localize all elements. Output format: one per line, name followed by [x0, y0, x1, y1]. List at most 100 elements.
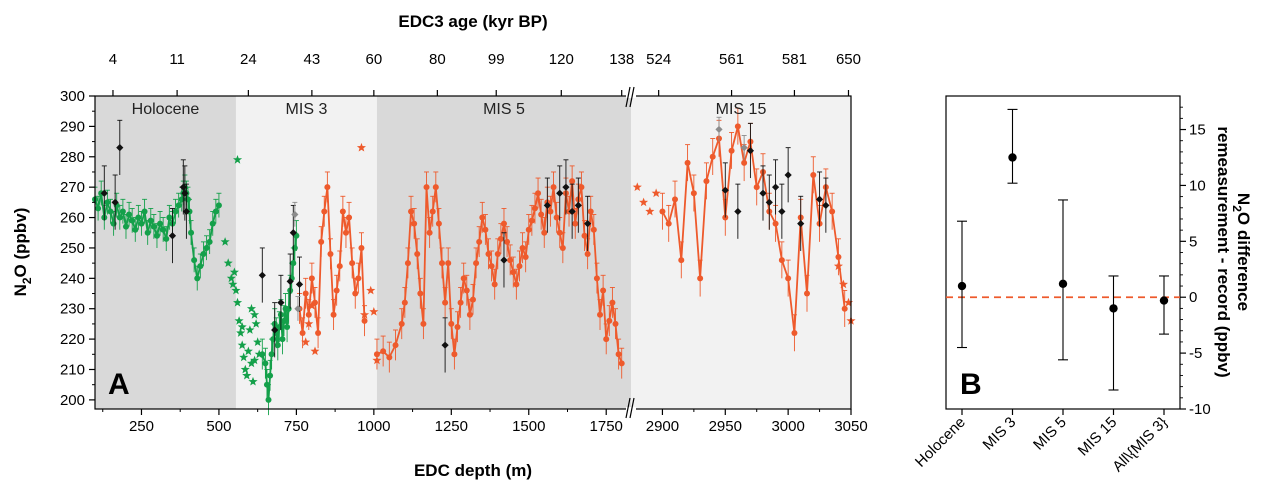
x-tick-label: 2950: [709, 418, 742, 435]
data-point-star: [228, 279, 238, 289]
data-point: [709, 153, 716, 160]
x-tick-label: 500: [206, 418, 231, 435]
data-point: [386, 354, 393, 361]
b-y-axis-title-line2: remeasurement - record (ppbv): [1214, 126, 1233, 377]
data-point: [587, 208, 594, 215]
data-point: [504, 238, 511, 245]
b-y-tick-label: -5: [1189, 345, 1202, 362]
age-tick-label: 24: [240, 51, 257, 68]
data-point: [333, 287, 340, 294]
data-point: [482, 226, 489, 233]
data-point: [150, 223, 157, 230]
data-point: [578, 184, 585, 191]
data-point: [324, 184, 331, 191]
data-point: [321, 208, 328, 215]
data-point: [401, 299, 408, 306]
data-point-diamond: [746, 147, 755, 155]
data-point: [355, 275, 362, 282]
data-point-star: [632, 182, 642, 191]
data-point: [274, 342, 281, 349]
data-point: [423, 184, 430, 191]
data-point: [215, 202, 222, 209]
data-point-star: [253, 337, 263, 346]
data-point-star: [231, 285, 241, 295]
data-point-diamond: [291, 210, 299, 219]
b-y-tick-label: -10: [1189, 401, 1211, 418]
data-point: [392, 342, 399, 349]
period-label-3: MIS 15: [716, 101, 767, 118]
y-tick-label: 290: [60, 118, 85, 135]
data-point-star: [251, 319, 261, 328]
data-point: [116, 214, 123, 221]
data-point: [291, 244, 298, 251]
data-point: [678, 257, 685, 264]
data-point: [572, 220, 579, 227]
data-point: [129, 217, 136, 224]
difference-point-group: [1108, 275, 1119, 391]
age-tick-label: 99: [488, 51, 505, 68]
data-point: [525, 226, 532, 233]
data-point: [612, 320, 619, 327]
data-point: [203, 244, 210, 251]
data-point: [267, 372, 274, 379]
data-point: [553, 214, 560, 221]
data-point: [144, 229, 151, 236]
data-point: [531, 205, 538, 212]
data-point-star: [243, 346, 253, 356]
data-point-diamond: [568, 207, 576, 216]
x-tick-label: 250: [129, 418, 154, 435]
x-tick-label: 1250: [435, 418, 468, 435]
y-axis-title-subscript: 2: [20, 277, 34, 284]
data-point: [373, 351, 380, 358]
data-point: [408, 208, 415, 215]
data-point-diamond: [295, 280, 304, 289]
data-point: [104, 199, 111, 206]
data-point: [516, 263, 523, 270]
y-axis-ticks: 200 210 220 230 240 250 260 270 280 290 300: [60, 88, 95, 409]
data-point: [265, 396, 272, 403]
data-point: [315, 330, 322, 337]
y-tick-label: 260: [60, 210, 85, 227]
data-point: [734, 123, 741, 130]
age-tick-label: 4: [109, 51, 117, 68]
data-point-star: [356, 142, 366, 152]
data-point: [488, 263, 495, 270]
panel-a-letter: A: [108, 368, 130, 401]
data-point: [448, 320, 455, 327]
data-point: [500, 220, 507, 227]
series-5: [659, 107, 848, 352]
data-point-star: [645, 206, 655, 216]
data-point: [547, 208, 554, 215]
series-line: [261, 235, 298, 400]
b-y-tick-label: 15: [1189, 122, 1206, 139]
data-point-diamond: [734, 207, 742, 216]
data-point: [122, 223, 129, 230]
data-point: [285, 305, 292, 312]
data-point: [615, 351, 622, 358]
data-point-star: [223, 258, 233, 267]
period-label-1: MIS 3: [286, 101, 328, 118]
data-point-star: [246, 358, 256, 368]
period-label-2: MIS 5: [483, 101, 525, 118]
difference-point-group: [1058, 199, 1068, 361]
data-point: [538, 211, 545, 218]
age-tick-label: 120: [549, 51, 574, 68]
data-point: [119, 208, 126, 215]
y-tick-label: 270: [60, 179, 85, 196]
data-point-star: [250, 310, 260, 319]
age-tick-label: 524: [646, 51, 671, 68]
data-point: [349, 260, 356, 267]
data-point-star: [843, 297, 854, 307]
data-point: [684, 159, 691, 166]
data-point-star: [242, 370, 252, 380]
data-point-diamond: [100, 189, 108, 197]
x-axis-ticks: 250 500 750 1000 1250 1500 1750 2900 2950 3000 305…: [102, 409, 868, 435]
b-x-tick-label: MIS 5: [1030, 414, 1070, 454]
data-point: [618, 360, 625, 367]
data-point-diamond: [759, 189, 767, 197]
data-point: [703, 178, 710, 185]
data-point-star: [838, 279, 848, 289]
data-point: [581, 232, 588, 239]
data-point: [494, 251, 501, 258]
